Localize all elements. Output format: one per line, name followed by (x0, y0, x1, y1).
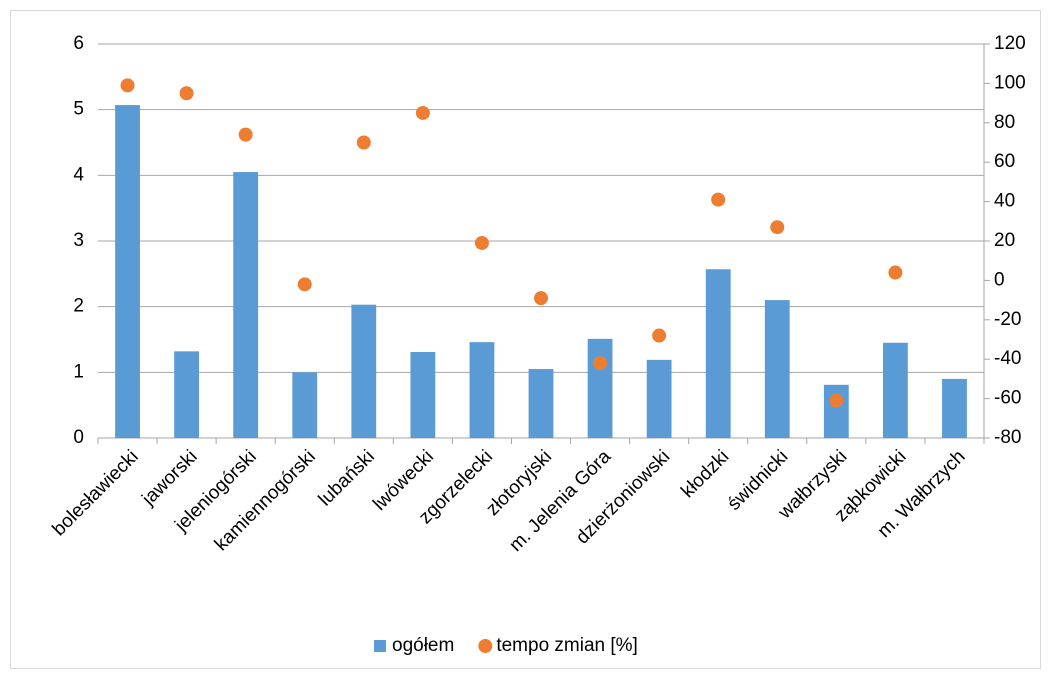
y-tick-label: 6 (73, 33, 84, 54)
dot (593, 356, 608, 371)
y2-tick-label: 80 (994, 112, 1015, 133)
legend-swatch (478, 639, 493, 653)
y-tick-label: 0 (73, 427, 84, 448)
legend-label: ogółem (392, 635, 454, 656)
y2-tick-label: -80 (994, 427, 1021, 448)
y-tick-label: 4 (73, 164, 84, 185)
y2-tick-label: -40 (994, 348, 1021, 369)
y2-tick-label: 60 (994, 151, 1015, 172)
y2-tick-label: 40 (994, 191, 1015, 212)
dot (120, 78, 135, 93)
dot (238, 127, 253, 142)
dot (297, 277, 312, 292)
bar (942, 378, 967, 438)
dot (829, 393, 844, 408)
bar (410, 351, 436, 438)
chart-border (10, 10, 1041, 669)
bar (528, 369, 554, 438)
bar (705, 269, 731, 438)
y-tick-label: 3 (73, 230, 84, 251)
y-tick-label: 1 (73, 361, 84, 382)
y2-tick-label: 100 (994, 72, 1026, 93)
y2-tick-label: -60 (994, 388, 1021, 409)
bar (823, 384, 849, 438)
bar (646, 359, 672, 438)
bar (469, 342, 495, 438)
y-tick-label: 5 (73, 99, 84, 120)
dot (888, 265, 903, 280)
bar (587, 338, 613, 438)
dot (770, 220, 785, 235)
dot (474, 235, 489, 250)
bar (292, 372, 318, 438)
y2-tick-label: -20 (994, 309, 1021, 330)
bar (351, 304, 377, 438)
dot (534, 291, 548, 306)
dot (179, 86, 194, 101)
bar (115, 105, 140, 438)
y2-tick-label: 120 (994, 33, 1026, 54)
bar (233, 172, 259, 439)
bar (882, 342, 908, 438)
y-tick-label: 2 (73, 296, 84, 317)
y2-tick-label: 0 (994, 269, 1005, 290)
bar (174, 351, 200, 438)
dot (711, 192, 726, 207)
y2-tick-label: 20 (994, 230, 1015, 251)
dot (652, 328, 667, 343)
legend-label: tempo zmian [%] (496, 635, 638, 656)
bar (764, 300, 790, 438)
dot (415, 105, 430, 120)
dot (356, 135, 371, 150)
legend-swatch (374, 640, 386, 652)
